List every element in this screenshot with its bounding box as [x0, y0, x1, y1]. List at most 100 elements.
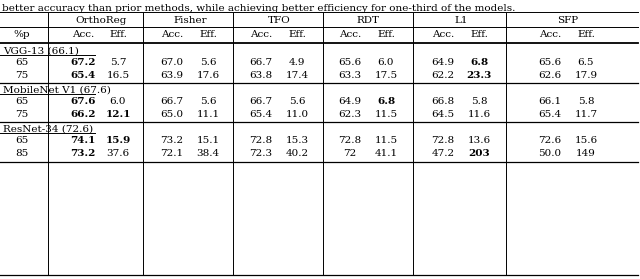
Text: 13.6: 13.6: [467, 136, 491, 145]
Text: Acc.: Acc.: [250, 30, 272, 39]
Text: 41.1: 41.1: [374, 149, 397, 158]
Text: 72.8: 72.8: [339, 136, 362, 145]
Text: 67.0: 67.0: [161, 58, 184, 67]
Text: 65.4: 65.4: [538, 110, 561, 119]
Text: 17.5: 17.5: [374, 71, 397, 80]
Text: Eff.: Eff.: [377, 30, 395, 39]
Text: 66.7: 66.7: [250, 58, 273, 67]
Text: Fisher: Fisher: [173, 16, 207, 25]
Text: 15.6: 15.6: [575, 136, 598, 145]
Text: 15.9: 15.9: [106, 136, 131, 145]
Text: 72: 72: [344, 149, 356, 158]
Text: 63.9: 63.9: [161, 71, 184, 80]
Text: 11.1: 11.1: [196, 110, 220, 119]
Text: %p: %p: [13, 30, 30, 39]
Text: 64.5: 64.5: [431, 110, 454, 119]
Text: Acc.: Acc.: [339, 30, 361, 39]
Text: better accuracy than prior methods, while achieving better efficiency for one-th: better accuracy than prior methods, whil…: [2, 4, 515, 13]
Text: 72.6: 72.6: [538, 136, 561, 145]
Text: 11.7: 11.7: [575, 110, 598, 119]
Text: 17.6: 17.6: [196, 71, 220, 80]
Text: Acc.: Acc.: [161, 30, 183, 39]
Text: 72.3: 72.3: [250, 149, 273, 158]
Text: 47.2: 47.2: [431, 149, 454, 158]
Text: 66.8: 66.8: [431, 97, 454, 106]
Text: 40.2: 40.2: [285, 149, 308, 158]
Text: 11.5: 11.5: [374, 110, 397, 119]
Text: 65: 65: [15, 97, 29, 106]
Text: 66.7: 66.7: [250, 97, 273, 106]
Text: 4.9: 4.9: [289, 58, 305, 67]
Text: 63.3: 63.3: [339, 71, 362, 80]
Text: 5.6: 5.6: [289, 97, 305, 106]
Text: 6.8: 6.8: [470, 58, 488, 67]
Text: Eff.: Eff.: [470, 30, 488, 39]
Text: 72.8: 72.8: [250, 136, 273, 145]
Text: 62.2: 62.2: [431, 71, 454, 80]
Text: 15.3: 15.3: [285, 136, 308, 145]
Text: 62.3: 62.3: [339, 110, 362, 119]
Text: 38.4: 38.4: [196, 149, 220, 158]
Text: 6.8: 6.8: [377, 97, 395, 106]
Text: 6.5: 6.5: [578, 58, 595, 67]
Text: 65.6: 65.6: [339, 58, 362, 67]
Text: VGG-13 (66.1): VGG-13 (66.1): [3, 47, 79, 56]
Text: 73.2: 73.2: [70, 149, 96, 158]
Text: 64.9: 64.9: [431, 58, 454, 67]
Text: 17.4: 17.4: [285, 71, 308, 80]
Text: 5.6: 5.6: [200, 97, 216, 106]
Text: 62.6: 62.6: [538, 71, 561, 80]
Text: RDT: RDT: [356, 16, 380, 25]
Text: SFP: SFP: [557, 16, 579, 25]
Text: Acc.: Acc.: [72, 30, 94, 39]
Text: Eff.: Eff.: [288, 30, 306, 39]
Text: 67.2: 67.2: [70, 58, 96, 67]
Text: 64.9: 64.9: [339, 97, 362, 106]
Text: L1: L1: [454, 16, 468, 25]
Text: ResNet-34 (72.6): ResNet-34 (72.6): [3, 125, 93, 134]
Text: 11.0: 11.0: [285, 110, 308, 119]
Text: 65: 65: [15, 136, 29, 145]
Text: 73.2: 73.2: [161, 136, 184, 145]
Text: Acc.: Acc.: [539, 30, 561, 39]
Text: 66.7: 66.7: [161, 97, 184, 106]
Text: 50.0: 50.0: [538, 149, 561, 158]
Text: Eff.: Eff.: [109, 30, 127, 39]
Text: MobileNet V1 (67.6): MobileNet V1 (67.6): [3, 86, 111, 95]
Text: 75: 75: [15, 71, 29, 80]
Text: 5.6: 5.6: [200, 58, 216, 67]
Text: Eff.: Eff.: [199, 30, 217, 39]
Text: 5.7: 5.7: [109, 58, 126, 67]
Text: 149: 149: [576, 149, 596, 158]
Text: 65.4: 65.4: [70, 71, 95, 80]
Text: 6.0: 6.0: [378, 58, 394, 67]
Text: 16.5: 16.5: [106, 71, 129, 80]
Text: Eff.: Eff.: [577, 30, 595, 39]
Text: 65.0: 65.0: [161, 110, 184, 119]
Text: 23.3: 23.3: [467, 71, 492, 80]
Text: 63.8: 63.8: [250, 71, 273, 80]
Text: 65: 65: [15, 58, 29, 67]
Text: 67.6: 67.6: [70, 97, 96, 106]
Text: OrthoReg: OrthoReg: [76, 16, 127, 25]
Text: 15.1: 15.1: [196, 136, 220, 145]
Text: 65.4: 65.4: [250, 110, 273, 119]
Text: 6.0: 6.0: [109, 97, 126, 106]
Text: 65.6: 65.6: [538, 58, 561, 67]
Text: 75: 75: [15, 110, 29, 119]
Text: 72.1: 72.1: [161, 149, 184, 158]
Text: 11.5: 11.5: [374, 136, 397, 145]
Text: 37.6: 37.6: [106, 149, 129, 158]
Text: Acc.: Acc.: [432, 30, 454, 39]
Text: 5.8: 5.8: [578, 97, 595, 106]
Text: 85: 85: [15, 149, 29, 158]
Text: 66.1: 66.1: [538, 97, 561, 106]
Text: 11.6: 11.6: [467, 110, 491, 119]
Text: 203: 203: [468, 149, 490, 158]
Text: 66.2: 66.2: [70, 110, 96, 119]
Text: 12.1: 12.1: [105, 110, 131, 119]
Text: 17.9: 17.9: [575, 71, 598, 80]
Text: 5.8: 5.8: [471, 97, 487, 106]
Text: 72.8: 72.8: [431, 136, 454, 145]
Text: TFO: TFO: [268, 16, 291, 25]
